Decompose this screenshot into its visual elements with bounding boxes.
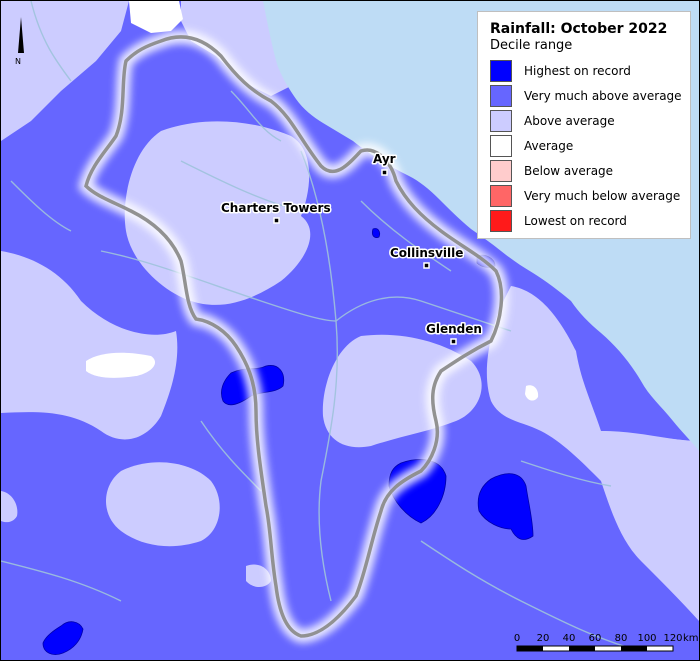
legend-swatch (490, 59, 512, 82)
legend-item: Below average (490, 158, 680, 183)
scale-bar-tick-label: 20 (537, 633, 550, 644)
legend-swatch (490, 109, 512, 132)
town-label-collinsville: Collinsville (390, 246, 463, 260)
town-glenden: Glenden (425, 321, 483, 345)
scale-bar-segment (517, 646, 543, 651)
town-label-ayr: Ayr (373, 152, 396, 166)
town-label-glenden: Glenden (426, 322, 482, 336)
scale-bar-segment (569, 646, 595, 651)
scale-bar-tick-label: 40 (563, 633, 576, 644)
legend-items: Highest on record Very much above average… (490, 58, 682, 233)
legend: Rainfall: October 2022 Decile range High… (477, 11, 691, 239)
legend-label: Below average (524, 163, 614, 178)
legend-swatch (490, 159, 512, 182)
legend-swatch (490, 84, 512, 107)
legend-item: Above average (490, 108, 680, 133)
legend-item: Highest on record (490, 58, 680, 83)
legend-label: Lowest on record (524, 213, 627, 228)
catchment-boundary (78, 30, 509, 644)
north-arrow: N (15, 17, 24, 66)
town-ayr: Ayr (372, 151, 397, 176)
average-regions (86, 1, 539, 401)
legend-item: Very much above average (490, 83, 682, 108)
scale-bar-labels: 0 20 40 60 80 100 120 km (514, 633, 699, 644)
legend-label: Highest on record (524, 63, 631, 78)
legend-label: Very much below average (524, 188, 681, 203)
scale-bar-tick-label: 120 (663, 633, 682, 644)
scale-bar-segment (621, 646, 647, 651)
legend-swatch (490, 184, 512, 207)
scale-bar: 0 20 40 60 80 100 120 km (514, 633, 699, 652)
north-arrow-icon (18, 17, 24, 53)
legend-label: Above average (524, 113, 615, 128)
scale-bar-tick-label: 60 (589, 633, 602, 644)
north-arrow-label: N (15, 57, 21, 66)
legend-title: Rainfall: October 2022 (490, 21, 668, 37)
town-marker-icon (381, 169, 388, 176)
legend-swatch (490, 134, 512, 157)
town-marker-icon (450, 338, 457, 345)
legend-label: Average (524, 138, 574, 153)
legend-item: Lowest on record (490, 208, 680, 233)
scale-bar-tick-label: 100 (637, 633, 656, 644)
legend-item: Very much below average (490, 183, 680, 208)
scale-bar-unit: km (683, 633, 699, 644)
town-collinsville: Collinsville (389, 245, 465, 269)
legend-subtitle: Decile range (490, 38, 573, 53)
legend-label: Very much above average (524, 88, 682, 103)
town-charters-towers: Charters Towers (220, 200, 332, 224)
legend-item: Average (490, 133, 680, 158)
scale-bar-tick-label: 80 (615, 633, 628, 644)
legend-swatch (490, 209, 512, 232)
town-marker-icon (423, 262, 430, 269)
scale-bar-tick-label: 0 (514, 633, 520, 644)
town-label-charters-towers: Charters Towers (221, 201, 331, 215)
scale-bar-segments (517, 646, 647, 651)
town-marker-icon (273, 217, 280, 224)
